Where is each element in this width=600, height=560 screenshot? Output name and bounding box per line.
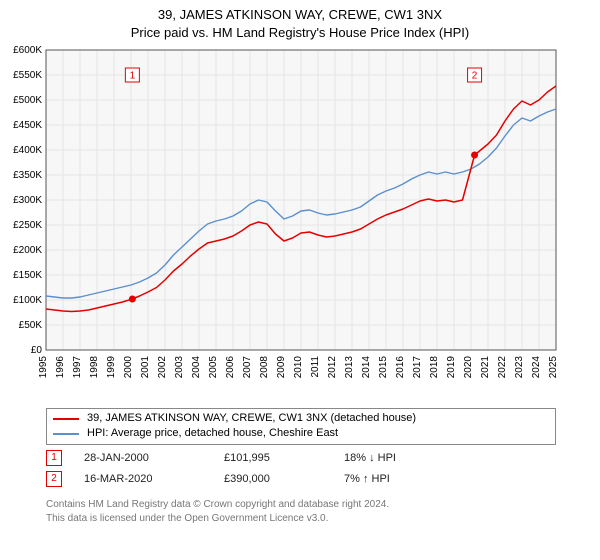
sale-price-2: £390,000: [224, 469, 344, 490]
svg-text:£50K: £50K: [19, 320, 43, 331]
legend-swatch-hpi: [53, 433, 79, 435]
svg-text:1: 1: [130, 71, 136, 82]
sale-row-2: 2 16-MAR-2020 £390,000 7% ↑ HPI: [46, 469, 556, 490]
svg-text:2018: 2018: [429, 356, 440, 379]
svg-text:2005: 2005: [208, 356, 219, 379]
svg-text:2003: 2003: [174, 356, 185, 379]
svg-text:2025: 2025: [548, 356, 559, 379]
svg-text:£250K: £250K: [13, 220, 42, 231]
footer-attribution: Contains HM Land Registry data © Crown c…: [46, 494, 556, 525]
sale-date-1: 28-JAN-2000: [84, 448, 224, 469]
sale-delta-2: 7% ↑ HPI: [344, 469, 390, 490]
legend: 39, JAMES ATKINSON WAY, CREWE, CW1 3NX (…: [46, 408, 556, 445]
legend-label-hpi: HPI: Average price, detached house, Ches…: [87, 426, 338, 441]
svg-text:£0: £0: [31, 345, 43, 356]
legend-item-property: 39, JAMES ATKINSON WAY, CREWE, CW1 3NX (…: [53, 411, 549, 426]
legend-item-hpi: HPI: Average price, detached house, Ches…: [53, 426, 549, 441]
sale-row-1: 1 28-JAN-2000 £101,995 18% ↓ HPI: [46, 448, 556, 469]
svg-text:2004: 2004: [191, 356, 202, 379]
svg-text:2016: 2016: [395, 356, 406, 379]
svg-text:2017: 2017: [412, 356, 423, 379]
svg-text:1995: 1995: [38, 356, 49, 379]
sale-marker-2: 2: [46, 471, 62, 487]
svg-text:1998: 1998: [89, 356, 100, 379]
sale-price-1: £101,995: [224, 448, 344, 469]
chart-title: 39, JAMES ATKINSON WAY, CREWE, CW1 3NX P…: [0, 0, 600, 41]
svg-text:2024: 2024: [531, 356, 542, 379]
title-line1: 39, JAMES ATKINSON WAY, CREWE, CW1 3NX: [0, 6, 600, 24]
sale-date-2: 16-MAR-2020: [84, 469, 224, 490]
svg-text:2006: 2006: [225, 356, 236, 379]
sales-table: 1 28-JAN-2000 £101,995 18% ↓ HPI 2 16-MA…: [46, 448, 556, 490]
svg-text:2008: 2008: [259, 356, 270, 379]
svg-text:£100K: £100K: [13, 295, 42, 306]
svg-text:2021: 2021: [480, 356, 491, 379]
svg-text:2013: 2013: [344, 356, 355, 379]
svg-text:1996: 1996: [55, 356, 66, 379]
legend-swatch-property: [53, 418, 79, 420]
sale-marker-1: 1: [46, 450, 62, 466]
svg-text:2022: 2022: [497, 356, 508, 379]
svg-text:2012: 2012: [327, 356, 338, 379]
svg-text:£200K: £200K: [13, 245, 42, 256]
svg-text:2007: 2007: [242, 356, 253, 379]
legend-label-property: 39, JAMES ATKINSON WAY, CREWE, CW1 3NX (…: [87, 411, 416, 426]
svg-text:2020: 2020: [463, 356, 474, 379]
svg-text:2011: 2011: [310, 356, 321, 378]
chart-svg: £0 £50K £100K £150K £200K £250K £300K £350K £400…: [0, 44, 600, 404]
svg-text:1999: 1999: [106, 356, 117, 379]
price-chart: £0 £50K £100K £150K £200K £250K £300K £350K £400…: [0, 44, 600, 404]
svg-text:2015: 2015: [378, 356, 389, 379]
svg-text:£400K: £400K: [13, 145, 42, 156]
svg-text:£500K: £500K: [13, 95, 42, 106]
sale-delta-1: 18% ↓ HPI: [344, 448, 396, 469]
svg-text:2014: 2014: [361, 356, 372, 379]
svg-text:2000: 2000: [123, 356, 134, 379]
svg-text:£300K: £300K: [13, 195, 42, 206]
svg-text:1997: 1997: [72, 356, 83, 379]
svg-text:2023: 2023: [514, 356, 525, 379]
footer-line1: Contains HM Land Registry data © Crown c…: [46, 498, 556, 512]
svg-text:2001: 2001: [140, 356, 151, 379]
svg-text:2009: 2009: [276, 356, 287, 379]
svg-text:£600K: £600K: [13, 45, 42, 56]
title-line2: Price paid vs. HM Land Registry's House …: [0, 24, 600, 42]
svg-text:2010: 2010: [293, 356, 304, 379]
svg-text:£350K: £350K: [13, 170, 42, 181]
svg-text:£150K: £150K: [13, 270, 42, 281]
svg-text:£550K: £550K: [13, 70, 42, 81]
svg-text:2019: 2019: [446, 356, 457, 379]
svg-text:2: 2: [472, 71, 478, 82]
svg-text:2002: 2002: [157, 356, 168, 379]
footer-line2: This data is licensed under the Open Gov…: [46, 512, 556, 526]
svg-text:£450K: £450K: [13, 120, 42, 131]
